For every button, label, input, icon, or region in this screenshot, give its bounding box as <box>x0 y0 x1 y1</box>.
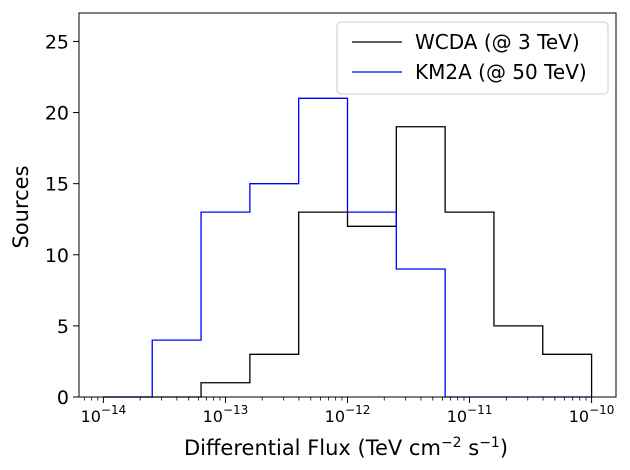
y-tick-label: 20 <box>45 103 69 125</box>
legend: WCDA (@ 3 TeV) KM2A (@ 50 TeV) <box>336 21 609 95</box>
x-axis: 10−14 10−13 10−12 10−11 10−10 <box>81 397 615 426</box>
x-axis-label-end: ) <box>500 436 508 460</box>
y-axis: 0 5 10 15 20 25 <box>45 31 79 409</box>
x-axis-label-exp2: −1 <box>479 435 500 451</box>
y-axis-label: Sources <box>9 165 33 248</box>
x-tick-label: 10−13 <box>203 403 249 426</box>
y-tick-label: 10 <box>45 245 69 267</box>
x-tick-label: 10−10 <box>569 403 615 426</box>
y-tick-label: 25 <box>45 31 69 53</box>
x-tick-label: 10−11 <box>447 403 493 426</box>
legend-box <box>336 21 609 95</box>
legend-label-km2a: KM2A (@ 50 TeV) <box>415 60 587 84</box>
y-tick-label: 15 <box>45 174 69 196</box>
y-tick-label: 5 <box>57 316 69 338</box>
x-axis-label-mid: s <box>462 436 480 460</box>
series-0-step-line <box>103 126 593 398</box>
x-axis-label-main: Differential Flux (TeV cm <box>184 436 441 460</box>
legend-label-wcda: WCDA (@ 3 TeV) <box>415 30 580 54</box>
y-tick-label: 0 <box>57 387 69 409</box>
x-tick-label: 10−14 <box>81 403 127 426</box>
x-axis-label-exp1: −2 <box>441 435 462 451</box>
x-tick-label: 10−12 <box>325 403 371 426</box>
x-axis-label: Differential Flux (TeV cm−2 s−1) <box>184 435 508 460</box>
